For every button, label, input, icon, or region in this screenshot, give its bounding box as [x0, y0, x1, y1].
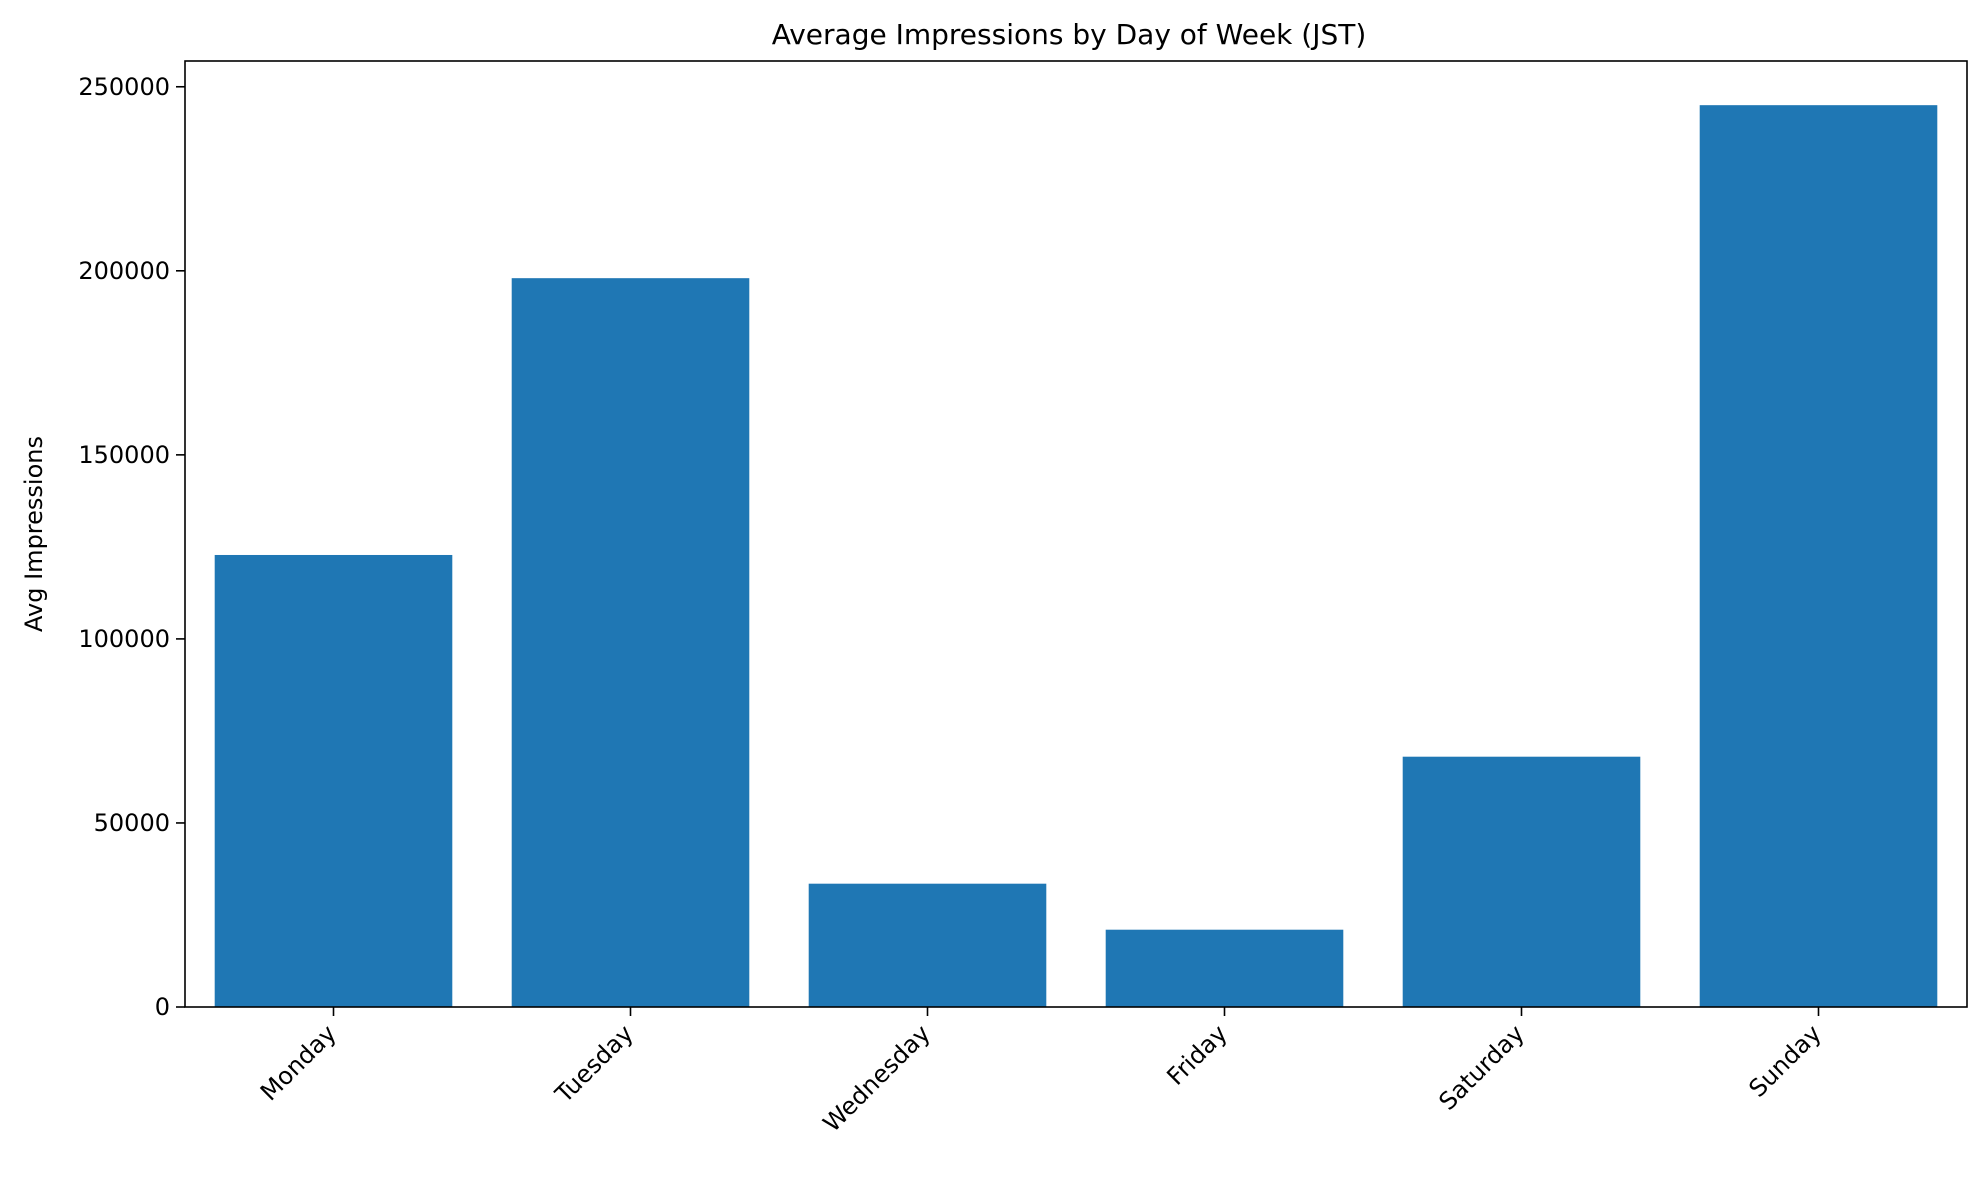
- y-tick-label: 100000: [78, 625, 170, 653]
- y-tick-label: 250000: [78, 73, 170, 101]
- bar-wednesday: [808, 883, 1047, 1007]
- bar-friday: [1105, 929, 1344, 1007]
- x-axis: Monday Tuesday Wednesday Friday Saturday Sund…: [255, 1007, 1827, 1137]
- x-tick-label: Friday: [1162, 1019, 1233, 1090]
- plot-frame: [184, 60, 1968, 1008]
- x-tick-label: Tuesday: [549, 1019, 639, 1109]
- bar-sunday: [1699, 105, 1938, 1007]
- y-axis-label: Avg Impressions: [20, 436, 48, 632]
- x-tick-label: Sunday: [1743, 1019, 1826, 1102]
- y-tick-label: 150000: [78, 441, 170, 469]
- chart-title: Average Impressions by Day of Week (JST): [772, 18, 1367, 51]
- y-tick-label: 0: [155, 993, 170, 1021]
- bar-saturday: [1402, 756, 1641, 1007]
- bar-monday: [214, 554, 453, 1007]
- bars-layer: [214, 105, 1938, 1007]
- bar-tuesday: [511, 278, 750, 1007]
- x-tick-label: Monday: [255, 1019, 342, 1106]
- x-tick-label: Saturday: [1433, 1019, 1529, 1115]
- y-tick-label: 50000: [94, 809, 170, 837]
- y-tick-label: 200000: [78, 257, 170, 285]
- x-tick-label: Wednesday: [818, 1019, 936, 1137]
- y-axis: 0 50000 100000 150000 200000 250000: [78, 73, 185, 1021]
